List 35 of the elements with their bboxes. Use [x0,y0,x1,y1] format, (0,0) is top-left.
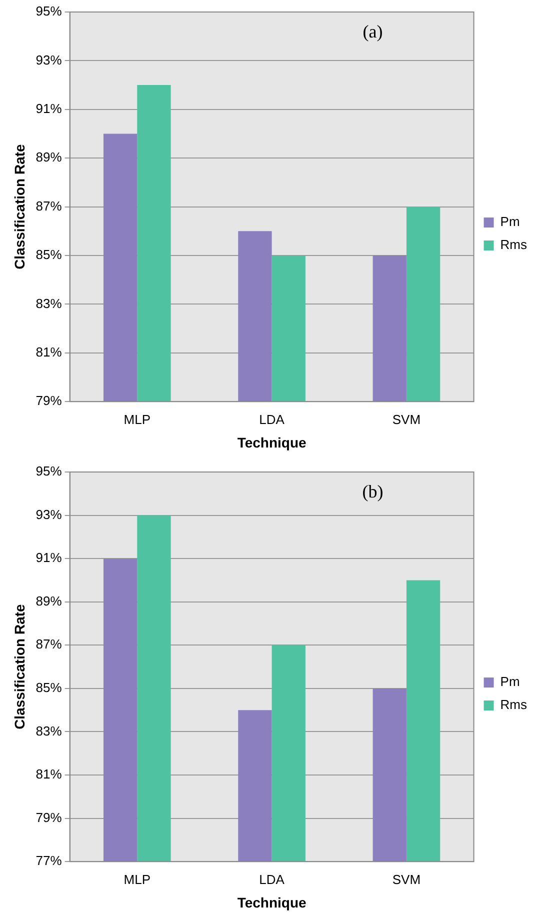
y-tick-label: 93% [36,506,62,522]
y-axis-title: Classification Rate [11,604,28,730]
y-axis-title: Classification Rate [11,144,28,270]
y-tick-label: 87% [36,636,62,652]
x-axis-title: Technique [237,434,306,450]
x-tick-label: SVM [392,872,421,887]
y-tick-label: 79% [36,393,62,408]
annotation: (b) [362,482,384,502]
y-tick-label: 89% [36,593,62,608]
y-tick-label: 85% [36,680,62,696]
legend-label: Rms [500,237,528,252]
y-tick-label: 85% [36,247,62,262]
x-tick-label: MLP [124,412,151,427]
x-tick-label: LDA [259,412,285,427]
x-tick-label: LDA [259,872,285,887]
y-tick-label: 95% [36,464,62,479]
y-tick-label: 91% [36,100,62,116]
y-tick-label: 89% [36,150,62,165]
x-tick-label: SVM [392,412,421,427]
x-axis-title: Technique [237,894,306,910]
y-tick-label: 83% [36,723,62,738]
legend-label: Pm [500,674,520,690]
x-tick-label: MLP [124,872,151,887]
y-tick-label: 79% [36,810,62,825]
y-tick-label: 81% [36,344,62,360]
y-tick-label: 77% [36,853,62,868]
y-tick-label: 91% [36,550,62,566]
y-tick-label: 95% [36,4,62,19]
y-tick-label: 83% [36,296,62,311]
legend-label: Rms [500,697,528,712]
legend-label: Pm [500,214,520,230]
y-tick-label: 93% [36,52,62,68]
annotation: (a) [362,22,383,42]
y-tick-label: 81% [36,766,62,782]
y-tick-label: 87% [36,198,62,214]
